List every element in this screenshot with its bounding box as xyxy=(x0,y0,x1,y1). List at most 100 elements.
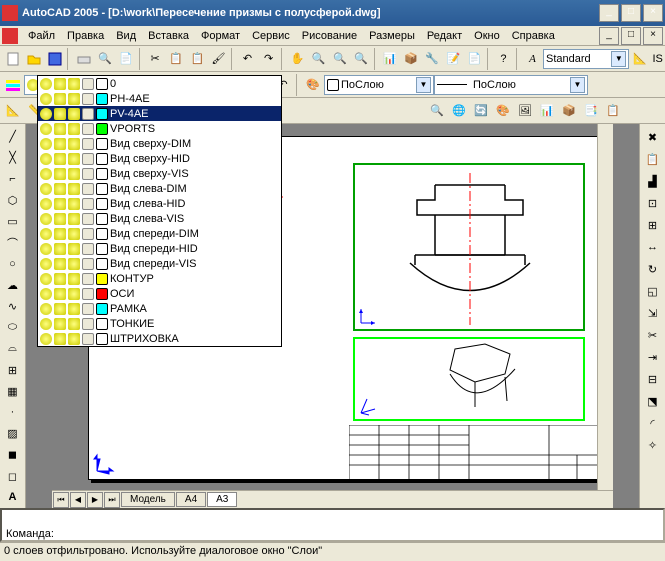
freeze-icon[interactable] xyxy=(54,108,66,120)
pan-icon[interactable]: ✋ xyxy=(287,48,308,70)
cut-icon[interactable]: ✂ xyxy=(145,48,166,70)
stretch-icon[interactable]: ⇲ xyxy=(642,302,664,324)
color-swatch[interactable] xyxy=(96,93,108,105)
tab-prev[interactable]: ◀ xyxy=(70,492,86,508)
lock-icon[interactable] xyxy=(82,273,94,285)
vp-freeze-icon[interactable] xyxy=(68,183,80,195)
hatch-icon[interactable]: ▨ xyxy=(2,423,24,444)
refresh-icon[interactable]: 🔄 xyxy=(470,100,492,122)
vp-freeze-icon[interactable] xyxy=(68,108,80,120)
vp-freeze-icon[interactable] xyxy=(68,138,80,150)
vp-freeze-icon[interactable] xyxy=(68,333,80,345)
layer-row[interactable]: РАМКА xyxy=(38,301,281,316)
vp-freeze-icon[interactable] xyxy=(68,78,80,90)
markup-icon[interactable]: 📝 xyxy=(443,48,464,70)
layer-row[interactable]: 0 xyxy=(38,76,281,91)
layer-row[interactable]: Вид сверху-DIM xyxy=(38,136,281,151)
scale-icon[interactable]: ◱ xyxy=(642,280,664,302)
spline-icon[interactable]: ∿ xyxy=(2,296,24,317)
text-icon[interactable]: A xyxy=(2,487,24,508)
lock-icon[interactable] xyxy=(82,333,94,345)
freeze-icon[interactable] xyxy=(54,318,66,330)
bulb-icon[interactable] xyxy=(40,243,52,255)
freeze-icon[interactable] xyxy=(54,78,66,90)
paste-icon[interactable]: 📋 xyxy=(187,48,208,70)
layer-row[interactable]: Вид слева-HID xyxy=(38,196,281,211)
copy-icon[interactable]: 📋 xyxy=(166,48,187,70)
menu-dimension[interactable]: Размеры xyxy=(363,28,421,44)
lock-icon[interactable] xyxy=(82,153,94,165)
tab-a4[interactable]: A4 xyxy=(176,492,206,507)
tools-icon[interactable]: 🔧 xyxy=(422,48,443,70)
vp-freeze-icon[interactable] xyxy=(68,198,80,210)
freeze-icon[interactable] xyxy=(54,168,66,180)
color-swatch[interactable] xyxy=(96,198,108,210)
erase-icon[interactable]: ✖ xyxy=(642,126,664,148)
copy2-icon[interactable]: 📋 xyxy=(642,148,664,170)
lock-icon[interactable] xyxy=(82,168,94,180)
color-swatch[interactable] xyxy=(96,303,108,315)
bulb-icon[interactable] xyxy=(40,153,52,165)
viewport-3d[interactable] xyxy=(353,337,585,421)
publish-icon[interactable]: 📄 xyxy=(116,48,137,70)
vp-freeze-icon[interactable] xyxy=(68,288,80,300)
color-swatch[interactable] xyxy=(96,333,108,345)
lock-icon[interactable] xyxy=(82,288,94,300)
fillet-icon[interactable]: ◜ xyxy=(642,412,664,434)
iso-icon[interactable]: 📐 xyxy=(629,48,650,70)
layer-manager-icon[interactable] xyxy=(2,74,24,96)
revcloud-icon[interactable]: ☁ xyxy=(2,275,24,296)
color-swatch[interactable] xyxy=(96,213,108,225)
freeze-icon[interactable] xyxy=(54,273,66,285)
region-icon[interactable]: ◻ xyxy=(2,466,24,487)
bulb-icon[interactable] xyxy=(40,228,52,240)
restore-button[interactable]: □ xyxy=(621,4,641,22)
qnew-icon[interactable]: 📄 xyxy=(464,48,485,70)
color-swatch[interactable] xyxy=(96,168,108,180)
layer-row[interactable]: Вид спереди-VIS xyxy=(38,256,281,271)
vp-freeze-icon[interactable] xyxy=(68,258,80,270)
menu-window[interactable]: Окно xyxy=(468,28,506,44)
pline-icon[interactable]: ⌐ xyxy=(2,168,24,189)
mdi-close[interactable]: × xyxy=(643,27,663,45)
array-icon[interactable]: ⊞ xyxy=(642,214,664,236)
layer-row[interactable]: VPORTS xyxy=(38,121,281,136)
freeze-icon[interactable] xyxy=(54,123,66,135)
layer-row[interactable]: Вид спереди-HID xyxy=(38,241,281,256)
polygon-icon[interactable]: ⬡ xyxy=(2,190,24,211)
vp-freeze-icon[interactable] xyxy=(68,228,80,240)
bulb-icon[interactable] xyxy=(40,258,52,270)
freeze-icon[interactable] xyxy=(54,198,66,210)
t3-8[interactable]: 📊 xyxy=(536,100,558,122)
tab-next[interactable]: ▶ xyxy=(87,492,103,508)
bulb-icon[interactable] xyxy=(40,288,52,300)
menu-edit[interactable]: Правка xyxy=(61,28,110,44)
layer-row[interactable]: ОСИ xyxy=(38,286,281,301)
command-line[interactable]: Команда: xyxy=(0,508,665,542)
preview-icon[interactable]: 🔍 xyxy=(94,48,115,70)
ellarc-icon[interactable]: ⌓ xyxy=(2,338,24,359)
bulb-icon[interactable] xyxy=(40,168,52,180)
vp-freeze-icon[interactable] xyxy=(68,213,80,225)
freeze-icon[interactable] xyxy=(54,138,66,150)
layer-dropdown-list[interactable]: 0PH-4AEPV-4AEVPORTSВид сверху-DIMВид све… xyxy=(37,75,282,347)
lock-icon[interactable] xyxy=(82,243,94,255)
freeze-icon[interactable] xyxy=(54,228,66,240)
horizontal-scrollbar[interactable] xyxy=(252,492,571,508)
lock-icon[interactable] xyxy=(82,303,94,315)
vp-freeze-icon[interactable] xyxy=(68,303,80,315)
zoom-e-icon[interactable]: 🔍 xyxy=(426,100,448,122)
lock-icon[interactable] xyxy=(82,123,94,135)
vp-freeze-icon[interactable] xyxy=(68,243,80,255)
color-swatch[interactable] xyxy=(96,78,108,90)
cline-icon[interactable]: ╳ xyxy=(2,147,24,168)
freeze-icon[interactable] xyxy=(54,288,66,300)
bulb-icon[interactable] xyxy=(40,198,52,210)
bulb-icon[interactable] xyxy=(40,183,52,195)
bulb-icon[interactable] xyxy=(40,303,52,315)
menu-modify[interactable]: Редакт xyxy=(421,28,468,44)
freeze-icon[interactable] xyxy=(54,243,66,255)
menu-file[interactable]: Файл xyxy=(22,28,61,44)
freeze-icon[interactable] xyxy=(54,93,66,105)
t3-6[interactable]: 🎨 xyxy=(492,100,514,122)
